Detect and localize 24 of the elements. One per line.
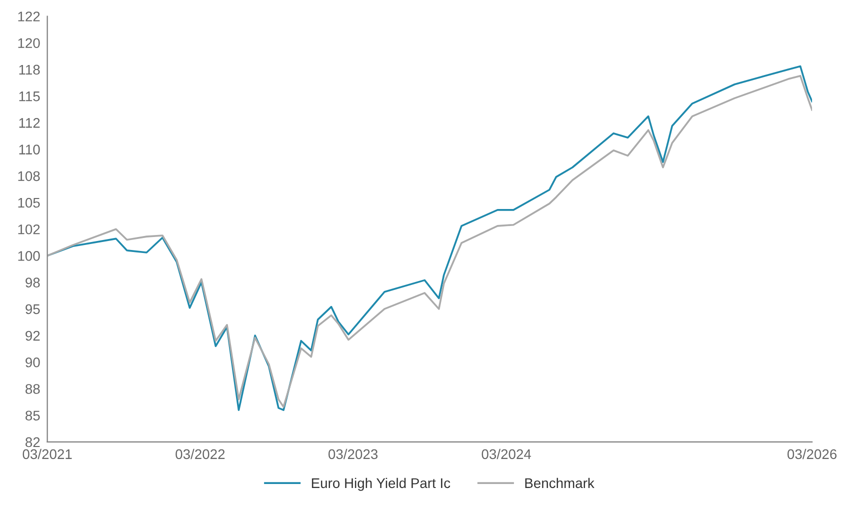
y-tick-label: 102	[18, 224, 40, 234]
x-tick-label: 03/2024	[482, 448, 532, 460]
y-tick-label: 98	[26, 278, 40, 288]
y-tick-label: 92	[26, 330, 40, 341]
y-tick-label: 105	[18, 198, 40, 208]
legend-label: Euro High Yield Part Ic	[312, 478, 450, 491]
x-tick-label: 03/2023	[328, 448, 378, 460]
x-tick-label: 03/2022	[176, 448, 225, 460]
y-tick-label: 100	[18, 251, 40, 261]
y-tick-label: 95	[26, 304, 40, 314]
y-tick-label: 82	[26, 437, 40, 448]
y-tick-label: 122	[18, 12, 40, 22]
y-tick-label: 85	[26, 410, 40, 421]
y-tick-label: 120	[18, 38, 40, 48]
legend-label: Benchmark	[525, 478, 594, 488]
y-tick-label: 110	[19, 144, 40, 154]
y-tick-label: 115	[19, 92, 40, 102]
y-tick-label: 112	[19, 118, 40, 128]
y-tick-label: 108	[18, 171, 40, 182]
y-tick-label: 88	[26, 384, 40, 394]
x-tick-label: 03/2026	[787, 448, 837, 460]
y-tick-label: 90	[26, 357, 40, 368]
y-tick-label: 118	[19, 64, 40, 75]
x-tick-label: 03/2021	[22, 448, 72, 460]
